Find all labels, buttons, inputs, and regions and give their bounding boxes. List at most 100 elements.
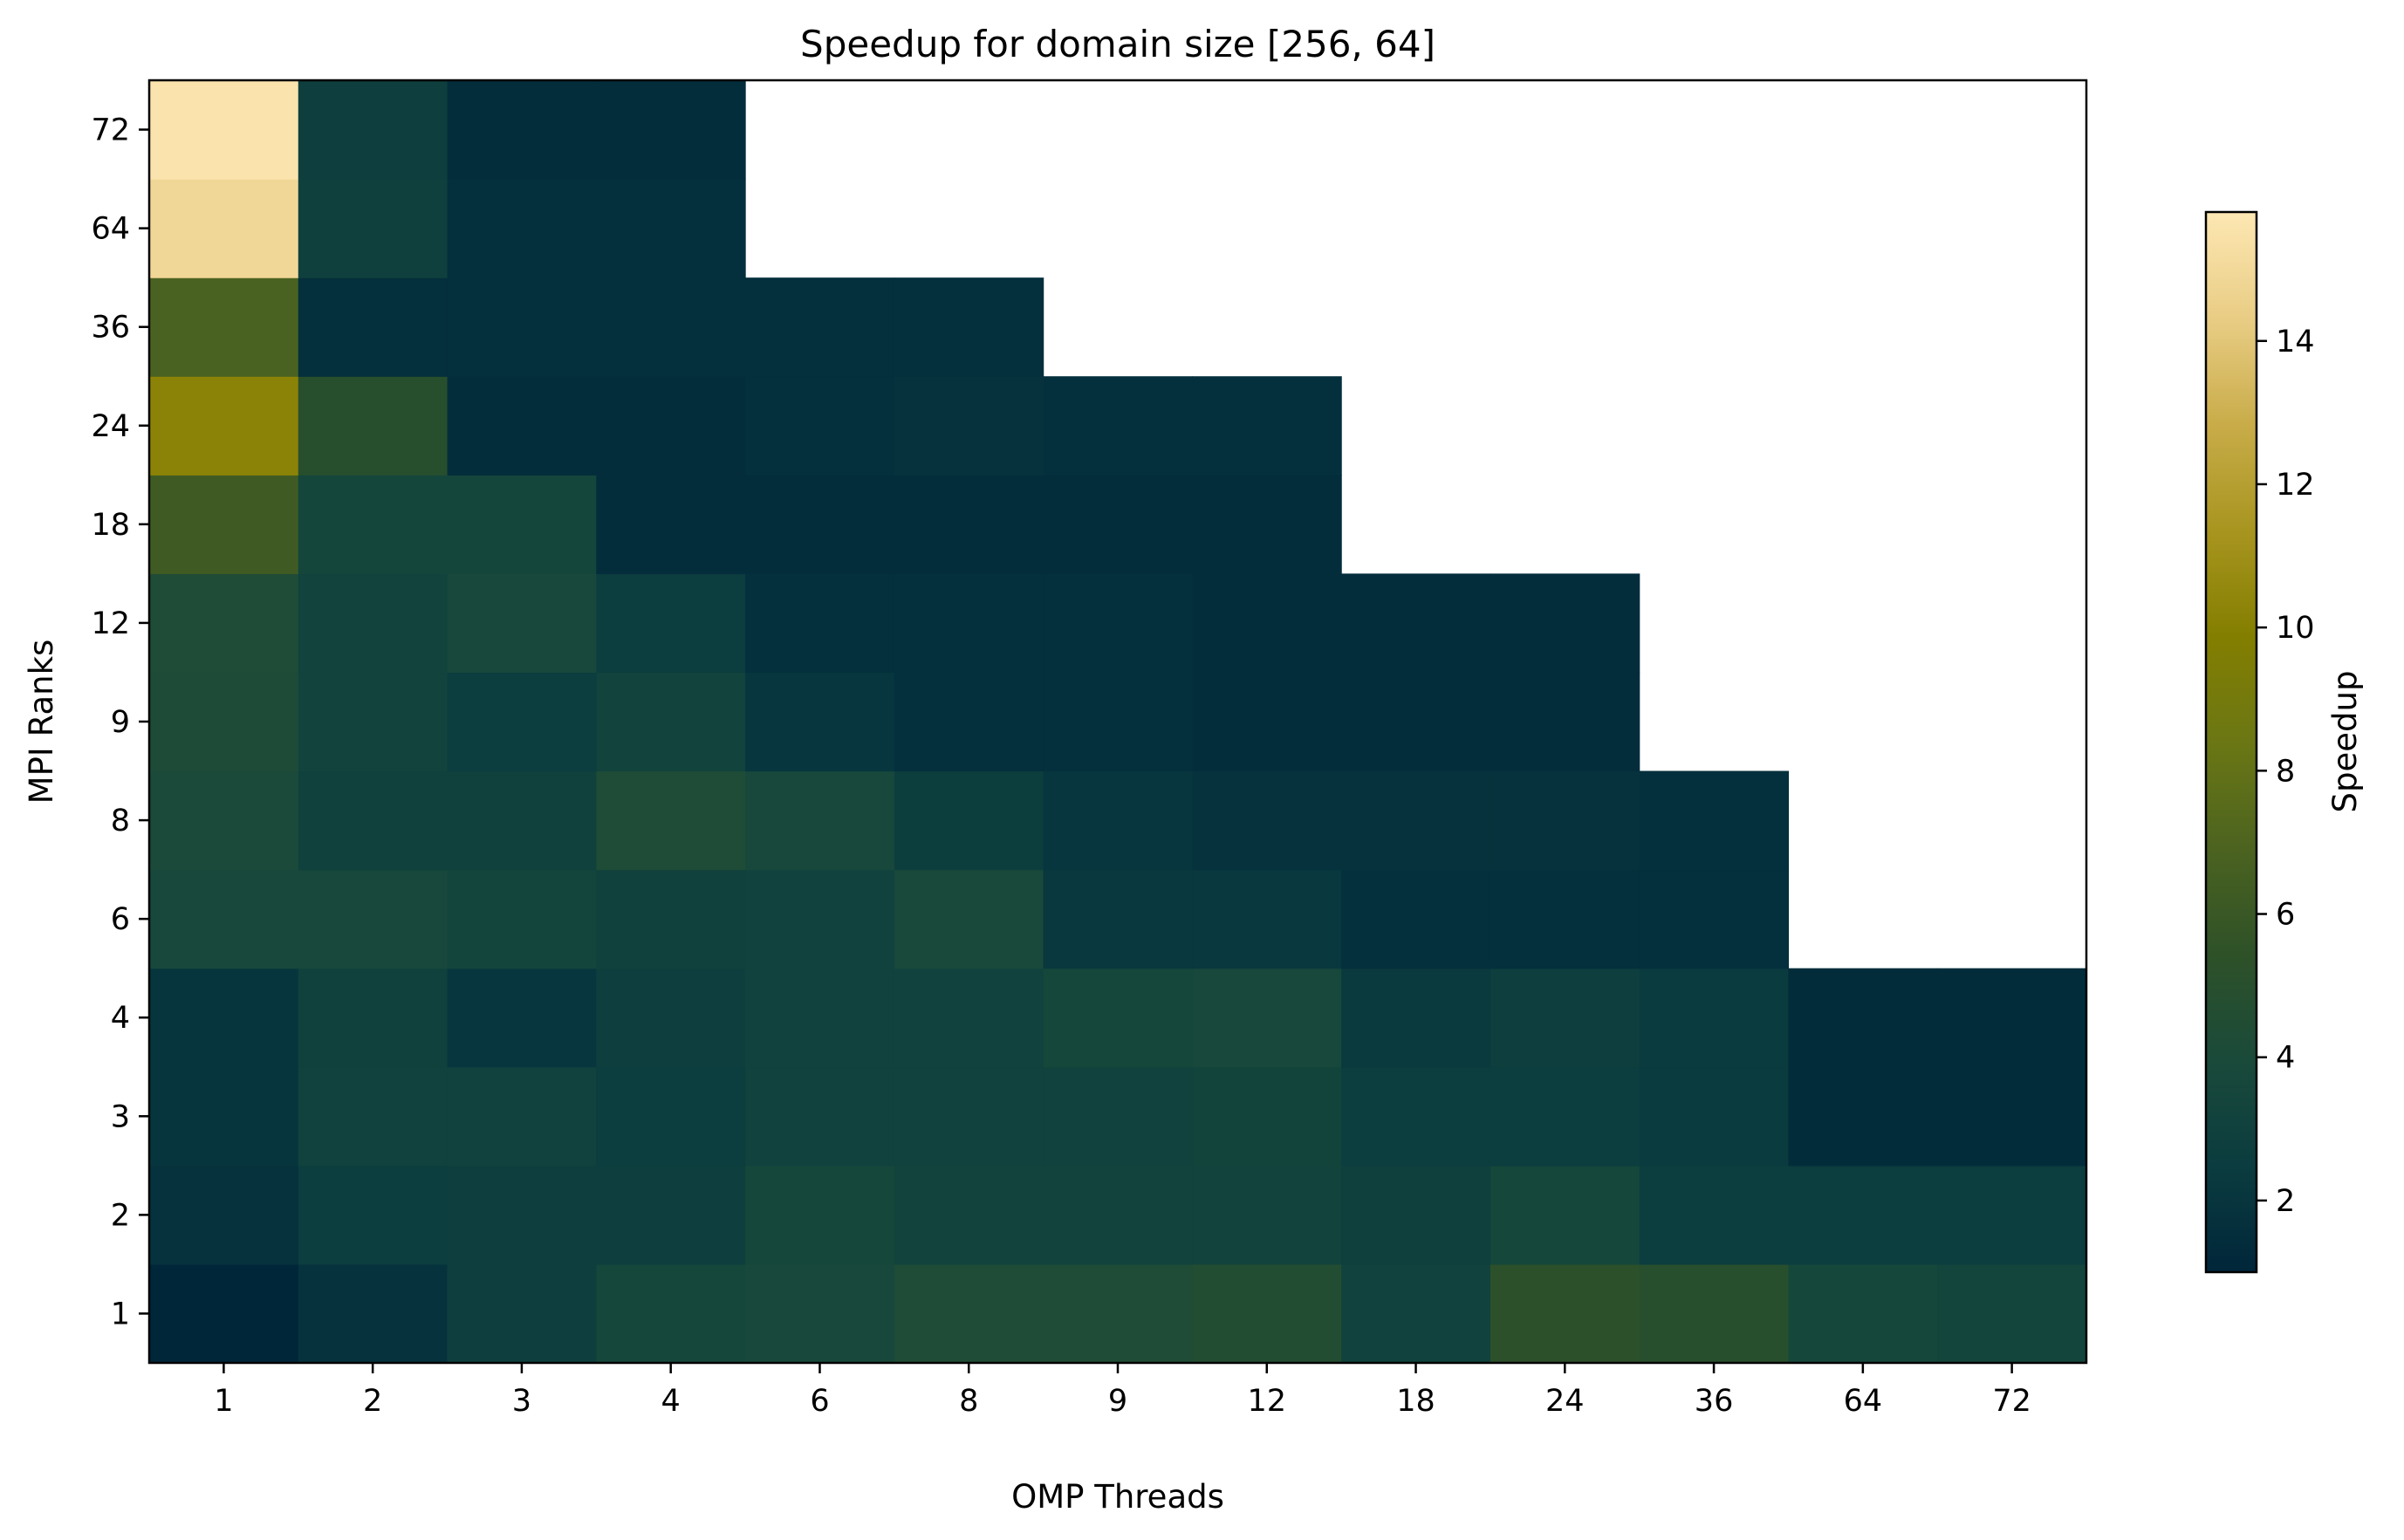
- heatmap-cell: [298, 277, 449, 377]
- heatmap-cell: [1341, 672, 1491, 772]
- heatmap-cell: [447, 376, 597, 476]
- heatmap-cell: [149, 968, 299, 1068]
- heatmap-cell: [1639, 869, 1790, 969]
- heatmap-cell: [596, 376, 746, 476]
- heatmap-cell: [1490, 770, 1640, 871]
- heatmap-cell: [149, 475, 299, 574]
- x-tick-label: 24: [1545, 1384, 1585, 1419]
- heatmap-cell: [447, 869, 597, 969]
- heatmap-cell: [149, 376, 299, 476]
- y-tick-label: 3: [111, 1099, 130, 1134]
- x-tick-label: 8: [959, 1384, 978, 1419]
- chart-title: Speedup for domain size [256, 64]: [800, 23, 1435, 65]
- heatmap-cell: [298, 376, 449, 476]
- heatmap-cell: [1043, 573, 1193, 674]
- heatmap-cell: [1788, 1263, 1938, 1364]
- heatmap-cell: [894, 869, 1044, 969]
- heatmap-cell: [298, 770, 449, 871]
- heatmap-cell: [745, 573, 895, 674]
- heatmap-cell: [596, 277, 746, 377]
- y-tick-label: 64: [91, 212, 130, 247]
- heatmap-cell: [1341, 1165, 1491, 1265]
- heatmap-cell: [149, 277, 299, 377]
- heatmap-cell: [894, 1066, 1044, 1167]
- heatmap-cell: [149, 179, 299, 278]
- heatmap-cell: [149, 672, 299, 772]
- heatmap-cell: [894, 968, 1044, 1068]
- heatmap-cell: [1192, 1263, 1342, 1364]
- x-tick-label: 18: [1396, 1384, 1435, 1419]
- heatmap-cell: [1043, 672, 1193, 772]
- heatmap-cell: [894, 1165, 1044, 1265]
- heatmap-cell: [1341, 573, 1491, 674]
- heatmap-cell: [149, 869, 299, 969]
- heatmap-cell: [447, 1263, 597, 1364]
- heatmap-cell: [298, 573, 449, 674]
- heatmap-cell: [1490, 1066, 1640, 1167]
- heatmap-cell: [1192, 672, 1342, 772]
- heatmap-cell: [1043, 475, 1193, 574]
- y-tick-label: 6: [111, 902, 130, 937]
- heatmap-cell: [1043, 1165, 1193, 1265]
- y-tick-label: 18: [91, 508, 130, 543]
- heatmap-cell: [596, 1263, 746, 1364]
- heatmap-cell: [447, 277, 597, 377]
- heatmap-cell: [1490, 1263, 1640, 1364]
- heatmap-cell: [1192, 475, 1342, 574]
- heatmap-cell: [447, 672, 597, 772]
- heatmap-cell: [1341, 968, 1491, 1068]
- heatmap-cell: [1937, 968, 2087, 1068]
- heatmap-cell: [1192, 376, 1342, 476]
- x-tick-label: 12: [1247, 1384, 1286, 1419]
- y-tick-label: 4: [111, 1001, 130, 1036]
- heatmap-cell: [745, 1263, 895, 1364]
- heatmap-cell: [1341, 1066, 1491, 1167]
- y-axis-label: MPI Ranks: [23, 640, 60, 804]
- heatmap-cell: [1937, 1066, 2087, 1167]
- heatmap-cell: [447, 475, 597, 574]
- y-tick-label: 2: [111, 1198, 130, 1233]
- heatmap-cell: [596, 1066, 746, 1167]
- x-tick-label: 9: [1108, 1384, 1127, 1419]
- heatmap-cell: [1490, 1165, 1640, 1265]
- heatmap-cell: [1192, 869, 1342, 969]
- heatmap-cell: [894, 573, 1044, 674]
- heatmap-cell: [745, 475, 895, 574]
- x-tick-label: 36: [1695, 1384, 1734, 1419]
- heatmap-cell: [1937, 1263, 2087, 1364]
- heatmap-cell: [894, 277, 1044, 377]
- colorbar-tick-label: 14: [2276, 325, 2315, 359]
- heatmap-cell: [1490, 573, 1640, 674]
- x-tick-label: 72: [1992, 1384, 2031, 1419]
- heatmap-cell: [1490, 672, 1640, 772]
- heatmap-cell: [1043, 376, 1193, 476]
- heatmap-cell: [149, 1263, 299, 1364]
- x-tick-label: 6: [810, 1384, 829, 1419]
- y-tick-label: 36: [91, 311, 130, 346]
- heatmap-cell: [447, 179, 597, 278]
- heatmap-cell: [1788, 1066, 1938, 1167]
- y-tick-label: 9: [111, 705, 130, 740]
- heatmap-cell: [1192, 968, 1342, 1068]
- heatmap-cell: [894, 376, 1044, 476]
- heatmap-cell: [1192, 1066, 1342, 1167]
- heatmap-cell: [298, 80, 449, 180]
- heatmap-cell: [1341, 869, 1491, 969]
- heatmap-cell: [1043, 1066, 1193, 1167]
- heatmap-cell: [1639, 770, 1790, 871]
- x-tick-label: 1: [214, 1384, 233, 1419]
- heatmap-cell: [894, 475, 1044, 574]
- heatmap-cells: [149, 80, 2087, 1364]
- heatmap-cell: [894, 672, 1044, 772]
- heatmap-cell: [1788, 1165, 1938, 1265]
- heatmap-cell: [1341, 770, 1491, 871]
- heatmap-cell: [596, 672, 746, 772]
- heatmap-cell: [745, 277, 895, 377]
- heatmap-cell: [149, 573, 299, 674]
- heatmap-cell: [596, 573, 746, 674]
- heatmap-cell: [745, 1066, 895, 1167]
- heatmap-cell: [447, 1066, 597, 1167]
- heatmap-cell: [596, 475, 746, 574]
- x-tick-label: 2: [363, 1384, 382, 1419]
- colorbar-tick-label: 6: [2276, 898, 2295, 933]
